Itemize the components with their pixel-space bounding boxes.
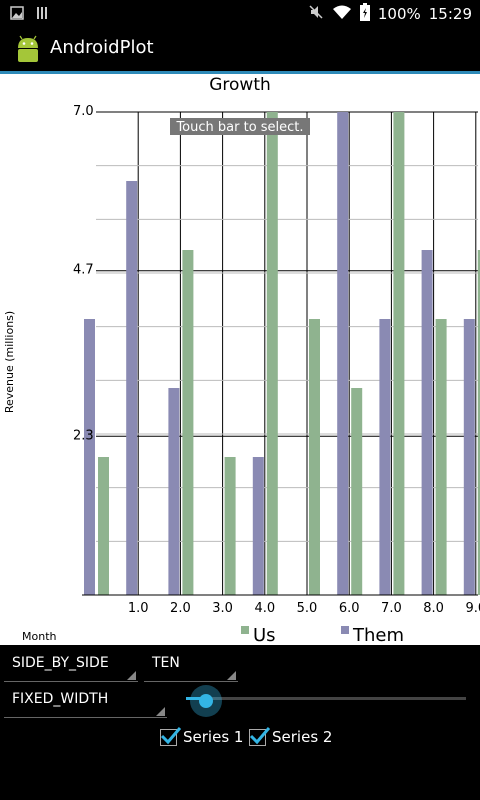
y-axis-label: Revenue (millions) [3,311,16,413]
series2-label: Series 2 [272,728,333,746]
legend-swatch-us [241,626,249,634]
legend-swatch-them [341,626,349,634]
bar-us-9[interactable] [477,250,480,595]
wifi-icon [332,4,352,24]
battery-percent: 100% [377,5,421,23]
spinner-arrow-icon [227,671,236,680]
gallery-icon [10,5,24,24]
x-tick-label: 9.0 [465,601,480,616]
width-mode-spinner[interactable]: FIXED_WIDTH [4,686,167,718]
bar-them-4[interactable] [252,457,264,595]
y-tick-label: 4.7 [73,263,94,278]
x-tick-label: 2.0 [170,601,191,616]
x-tick-label: 4.0 [254,601,275,616]
bar-us-8[interactable] [435,319,447,595]
series1-checkbox[interactable]: Series 1 [160,725,243,749]
x-axis-label: Month [22,630,57,643]
bar-them-6[interactable] [337,112,349,595]
bar-width-slider[interactable] [186,697,466,700]
bar-us-4[interactable] [266,112,278,595]
android-icon [14,35,42,63]
bar-them-1[interactable] [126,181,138,595]
bar-us-7[interactable] [393,112,405,595]
app-title: AndroidPlot [50,37,154,58]
bar-us-2[interactable] [182,250,194,595]
y-tick-label: 2.3 [73,428,94,443]
render-mode-spinner[interactable]: SIDE_BY_SIDE [4,650,138,682]
legend-label-us: Us [253,625,276,645]
bar-us-6[interactable] [351,388,363,595]
bar-them-0[interactable] [84,319,95,595]
legend-label-them: Them [352,625,404,645]
bar-them-8[interactable] [421,250,433,595]
sim-icon [36,5,50,24]
battery-icon [359,3,370,25]
selection-hint-background [170,118,310,135]
clock: 15:29 [428,5,472,23]
slider-thumb[interactable] [199,694,213,708]
spinner-arrow-icon [156,707,165,716]
x-tick-label: 7.0 [381,601,402,616]
action-bar-divider [0,71,480,74]
count-spinner[interactable]: TEN [144,650,238,682]
bar-us-0[interactable] [98,457,109,595]
selection-hint: Touch bar to select. [175,120,303,135]
x-tick-label: 6.0 [339,601,360,616]
mute-icon [308,4,324,24]
bar-plot[interactable]: Growth Revenue (millions) Month 2.3 4.7 7.… [0,74,480,645]
spinner-arrow-icon [127,671,136,680]
x-tick-label: 5.0 [297,601,318,616]
bar-us-5[interactable] [309,319,320,595]
x-tick-label: 8.0 [423,601,444,616]
render-mode-value: SIDE_BY_SIDE [12,655,109,671]
count-value: TEN [152,655,180,671]
bar-them-2[interactable] [168,388,180,595]
series2-checkbox[interactable]: Series 2 [249,725,332,749]
checkbox-icon[interactable] [160,726,181,746]
status-bar: 100% 15:29 [0,0,480,25]
series1-label: Series 1 [183,728,244,746]
bar-them-9[interactable] [463,319,475,595]
x-tick-label: 3.0 [212,601,233,616]
x-tick-label: 1.0 [128,601,149,616]
y-tick-label: 7.0 [73,104,94,119]
bar-them-7[interactable] [379,319,391,595]
action-bar: AndroidPlot [0,25,480,71]
checkbox-icon[interactable] [249,726,270,746]
chart-svg[interactable]: Growth Revenue (millions) Month 2.3 4.7 7.… [0,74,480,645]
slider-fill [186,697,206,700]
width-mode-value: FIXED_WIDTH [12,691,109,707]
bar-us-3[interactable] [224,457,236,595]
chart-title: Growth [209,75,271,95]
